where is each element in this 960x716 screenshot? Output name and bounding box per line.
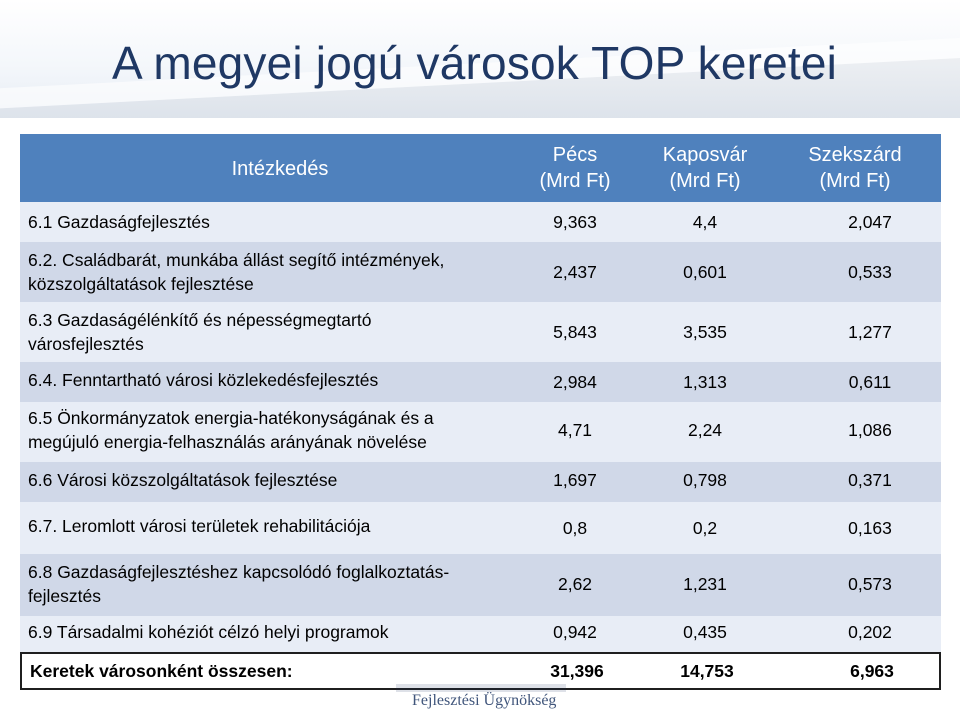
table-row: 6.7. Leromlott városi területek rehabili… xyxy=(20,502,941,554)
value-szekszard: 0,611 xyxy=(848,372,892,392)
row-label-line: 6.7. Leromlott városi területek rehabili… xyxy=(28,516,371,536)
table-row: 6.5 Önkormányzatok energia-hatékonyságán… xyxy=(20,402,941,462)
value-szekszard: 0,202 xyxy=(848,622,892,642)
total-label: Keretek városonként összesen: xyxy=(30,661,293,681)
header-pecs-city: Pécs xyxy=(552,144,598,166)
value-kaposvar: 4,4 xyxy=(692,212,718,232)
value-pecs: 9,363 xyxy=(553,212,597,232)
title-background xyxy=(0,0,960,118)
row-label-line: 6.3 Gazdaságélénkítő és népességmegtartó xyxy=(28,310,372,330)
total-szekszard: 6,963 xyxy=(850,661,894,681)
value-kaposvar: 0,798 xyxy=(683,470,727,490)
row-label-line: 6.5 Önkormányzatok energia-hatékonyságán… xyxy=(28,408,434,428)
value-kaposvar: 0,2 xyxy=(692,518,718,538)
value-pecs: 4,71 xyxy=(557,420,593,440)
header-szekszard-city: Szekszárd xyxy=(808,144,902,166)
value-kaposvar: 1,313 xyxy=(683,372,727,392)
logo-smudge xyxy=(396,684,566,692)
row-label-line: fejlesztés xyxy=(28,586,101,606)
value-pecs: 1,697 xyxy=(553,470,597,490)
header-pecs-unit: (Mrd Ft) xyxy=(539,170,611,192)
header-measure: Intézkedés xyxy=(231,158,329,180)
value-kaposvar: 3,535 xyxy=(683,322,727,342)
row-label-line: megújuló energia-felhasználás arányának … xyxy=(28,432,427,452)
row-label: 6.9 Társadalmi kohéziót célzó helyi prog… xyxy=(28,620,389,644)
table-row: 6.8 Gazdaságfejlesztéshez kapcsolódó fog… xyxy=(20,554,941,616)
header-kaposvar-unit: (Mrd Ft) xyxy=(669,170,741,192)
value-pecs: 2,437 xyxy=(553,262,597,282)
row-label-line: 6.1 Gazdaságfejlesztés xyxy=(28,212,210,232)
table-row: 6.3 Gazdaságélénkítő és népességmegtartó… xyxy=(20,302,941,362)
table-row: 6.4. Fenntartható városi közlekedésfejle… xyxy=(20,362,941,402)
value-kaposvar: 0,435 xyxy=(683,622,727,642)
row-label: 6.7. Leromlott városi területek rehabili… xyxy=(28,514,370,538)
row-label: 6.6 Városi közszolgáltatások fejlesztése xyxy=(28,468,337,492)
value-pecs: 0,942 xyxy=(553,622,597,642)
row-label-line: 6.6 Városi közszolgáltatások fejlesztése xyxy=(28,470,338,490)
value-pecs: 2,984 xyxy=(553,372,597,392)
row-label-line: városfejlesztés xyxy=(28,334,144,354)
row-label: 6.4. Fenntartható városi közlekedésfejle… xyxy=(28,368,378,392)
value-szekszard: 0,371 xyxy=(848,470,892,490)
header-szekszard: Szekszárd (Mrd Ft) xyxy=(790,142,920,194)
value-szekszard: 1,086 xyxy=(848,420,892,440)
header-kaposvar: Kaposvár (Mrd Ft) xyxy=(645,142,765,194)
table-row: 6.1 Gazdaságfejlesztés 9,363 4,4 2,047 xyxy=(20,202,941,242)
total-row: Keretek városonként összesen: 31,396 14,… xyxy=(20,652,941,690)
value-szekszard: 0,573 xyxy=(848,574,892,594)
row-label: 6.3 Gazdaságélénkítő és népességmegtartó… xyxy=(28,308,371,356)
table-row: 6.2. Családbarát, munkába állást segítő … xyxy=(20,242,941,302)
row-label-line: közszolgáltatások fejlesztése xyxy=(28,274,254,294)
row-label-line: 6.9 Társadalmi kohéziót célzó helyi prog… xyxy=(28,622,389,642)
value-szekszard: 0,163 xyxy=(848,518,892,538)
row-label-line: 6.8 Gazdaságfejlesztéshez kapcsolódó fog… xyxy=(28,562,450,582)
total-pecs: 31,396 xyxy=(550,661,604,681)
agency-logo-text: Fejlesztési Ügynökség xyxy=(412,692,557,709)
funding-table: Intézkedés Pécs (Mrd Ft) Kaposvár (Mrd F… xyxy=(20,134,941,690)
row-label: 6.5 Önkormányzatok energia-hatékonyságán… xyxy=(28,406,434,454)
value-szekszard: 0,533 xyxy=(848,262,892,282)
table-header: Intézkedés Pécs (Mrd Ft) Kaposvár (Mrd F… xyxy=(20,134,941,202)
value-kaposvar: 2,24 xyxy=(687,420,723,440)
value-kaposvar: 1,231 xyxy=(683,574,727,594)
total-kaposvar: 14,753 xyxy=(680,661,734,681)
value-pecs: 5,843 xyxy=(553,322,597,342)
table-row: 6.6 Városi közszolgáltatások fejlesztése… xyxy=(20,462,941,502)
row-label: 6.1 Gazdaságfejlesztés xyxy=(28,210,210,234)
value-szekszard: 1,277 xyxy=(848,322,892,342)
header-szekszard-unit: (Mrd Ft) xyxy=(819,170,891,192)
value-szekszard: 2,047 xyxy=(848,212,892,232)
value-pecs: 0,8 xyxy=(562,518,588,538)
table-row: 6.9 Társadalmi kohéziót célzó helyi prog… xyxy=(20,616,941,652)
row-label-line: 6.2. Családbarát, munkába állást segítő … xyxy=(28,250,445,270)
row-label: 6.8 Gazdaságfejlesztéshez kapcsolódó fog… xyxy=(28,560,449,608)
value-pecs: 2,62 xyxy=(557,574,593,594)
value-kaposvar: 0,601 xyxy=(683,262,727,282)
slide-title: A megyei jogú városok TOP keretei xyxy=(112,37,838,89)
header-pecs: Pécs (Mrd Ft) xyxy=(525,142,625,194)
header-kaposvar-city: Kaposvár xyxy=(662,144,748,166)
row-label: 6.2. Családbarát, munkába állást segítő … xyxy=(28,248,444,296)
row-label-line: 6.4. Fenntartható városi közlekedésfejle… xyxy=(28,370,379,390)
